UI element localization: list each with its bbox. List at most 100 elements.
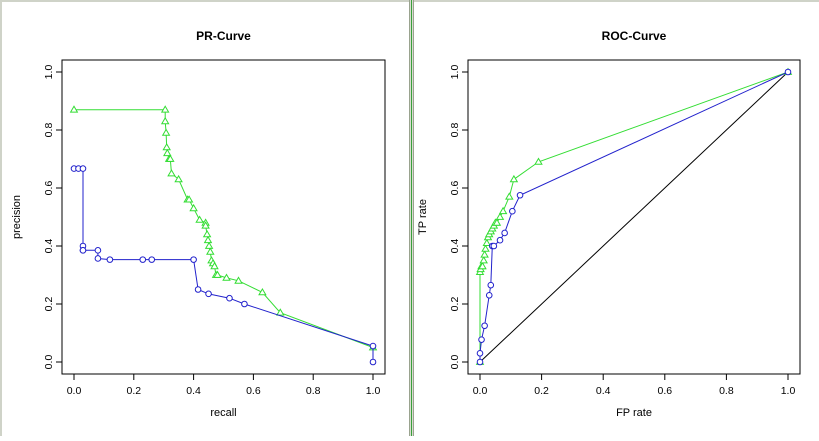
x-tick-label: 0.2 xyxy=(534,385,549,397)
series-line-circle xyxy=(74,168,374,362)
data-point-triangle xyxy=(498,206,508,215)
data-point-triangle xyxy=(201,221,210,229)
data-point-circle xyxy=(478,336,485,343)
x-tick-label: 0.2 xyxy=(126,385,141,397)
data-point-triangle xyxy=(213,270,222,278)
data-point-triangle xyxy=(206,247,215,255)
data-point-circle xyxy=(476,358,484,366)
data-point-triangle xyxy=(163,148,172,157)
data-point-circle xyxy=(94,247,102,254)
y-axis-label: precision xyxy=(11,195,23,239)
data-point-triangle xyxy=(160,105,170,113)
data-point-circle xyxy=(509,207,516,215)
y-tick-label: 1.0 xyxy=(43,65,55,80)
x-tick-label: 0.6 xyxy=(246,385,261,397)
data-point-triangle xyxy=(482,238,492,246)
x-tick-label: 0.4 xyxy=(186,385,201,397)
y-tick-label: 0.4 xyxy=(43,239,55,254)
data-point-circle xyxy=(516,191,524,199)
data-point-circle xyxy=(369,358,377,366)
data-point-triangle xyxy=(480,250,489,258)
data-point-circle xyxy=(487,281,495,289)
series-line-triangle xyxy=(74,109,374,348)
x-tick-label: 1.0 xyxy=(366,385,381,397)
data-point-triangle xyxy=(69,105,79,113)
data-point-triangle xyxy=(495,212,505,220)
data-point-triangle xyxy=(509,174,519,183)
y-tick-label: 0.0 xyxy=(449,355,461,370)
data-point-circle xyxy=(79,247,87,254)
y-tick-label: 0.6 xyxy=(449,181,461,196)
data-point-circle xyxy=(241,300,248,308)
data-point-triangle xyxy=(534,157,543,165)
data-point-triangle xyxy=(505,192,514,200)
x-tick-label: 1.0 xyxy=(781,385,796,397)
data-point-triangle xyxy=(210,261,219,270)
y-tick-label: 0.6 xyxy=(43,181,55,196)
data-point-circle xyxy=(226,294,233,302)
data-point-triangle xyxy=(258,288,267,296)
pr-curve-panel: PR-Curve 0.0 0.2 0.4 0.6 0.8 1.0 0.0 0.2 0.4 0.6 0.… xyxy=(0,0,411,436)
x-tick-label: 0.4 xyxy=(596,385,611,397)
data-point-circle xyxy=(784,68,792,76)
chart-title: PR-Curve xyxy=(196,29,251,43)
data-point-circle xyxy=(194,286,202,293)
data-point-circle xyxy=(369,342,377,350)
x-tick-label: 0.8 xyxy=(719,385,734,397)
x-tick-label: 0.8 xyxy=(306,385,321,397)
data-point-triangle xyxy=(167,169,176,177)
pr-curve-chart: PR-Curve 0.0 0.2 0.4 0.6 0.8 1.0 0.0 0.2 0.4 0.6 0.… xyxy=(11,29,386,419)
data-point-triangle xyxy=(160,116,170,125)
data-point-circle xyxy=(139,256,147,263)
chance-diagonal-line xyxy=(479,71,789,363)
panel-divider[interactable] xyxy=(409,0,414,436)
data-point-triangle xyxy=(204,241,214,249)
data-point-circle xyxy=(501,229,508,237)
data-point-triangle xyxy=(479,256,488,264)
plot-frame xyxy=(61,59,386,375)
data-point-triangle xyxy=(234,276,243,284)
data-point-triangle xyxy=(276,308,285,316)
y-axis-label: TP rate xyxy=(417,199,429,235)
data-point-circle xyxy=(490,242,498,250)
x-axis-label: recall xyxy=(210,407,236,419)
data-point-triangle xyxy=(478,261,487,270)
y-tick-label: 1.0 xyxy=(449,65,461,80)
data-point-circle xyxy=(485,292,493,299)
y-tick-label: 0.2 xyxy=(43,297,55,312)
y-tick-label: 0.2 xyxy=(449,297,461,312)
data-point-triangle xyxy=(161,128,171,136)
data-point-triangle xyxy=(189,203,198,212)
chart-title: ROC-Curve xyxy=(602,29,667,43)
data-point-triangle xyxy=(481,244,490,252)
data-point-circle xyxy=(94,255,102,262)
data-point-circle xyxy=(190,256,197,263)
data-point-circle xyxy=(496,236,504,244)
data-point-circle xyxy=(205,290,212,298)
data-point-triangle xyxy=(195,215,204,223)
data-point-triangle xyxy=(166,154,175,162)
data-point-triangle xyxy=(174,174,183,183)
x-tick-label: 0.6 xyxy=(657,385,672,397)
y-tick-label: 0.0 xyxy=(43,355,55,370)
roc-curve-chart: ROC-Curve 0.0 0.2 0.4 0.6 0.8 1.0 0.0 0.2 0.4 0.6 0… xyxy=(417,29,801,419)
data-point-circle xyxy=(79,165,87,172)
data-point-circle xyxy=(481,322,488,330)
y-tick-label: 0.8 xyxy=(449,123,461,138)
x-tick-label: 0.0 xyxy=(473,385,488,397)
data-point-circle xyxy=(476,350,484,357)
data-point-circle xyxy=(106,256,114,263)
data-point-circle xyxy=(148,256,156,263)
y-tick-label: 0.8 xyxy=(43,123,55,138)
roc-curve-panel: ROC-Curve 0.0 0.2 0.4 0.6 0.8 1.0 0.0 0.2 0.4 0.6 0… xyxy=(414,0,819,436)
data-point-triangle xyxy=(222,273,231,281)
data-point-triangle xyxy=(203,235,213,244)
x-axis-label: FP rate xyxy=(616,407,652,419)
data-point-triangle xyxy=(184,195,194,203)
data-point-triangle xyxy=(202,230,212,238)
data-point-triangle xyxy=(162,143,171,151)
data-point-triangle xyxy=(492,218,502,226)
y-tick-label: 0.4 xyxy=(449,239,461,254)
x-tick-label: 0.0 xyxy=(67,385,82,397)
